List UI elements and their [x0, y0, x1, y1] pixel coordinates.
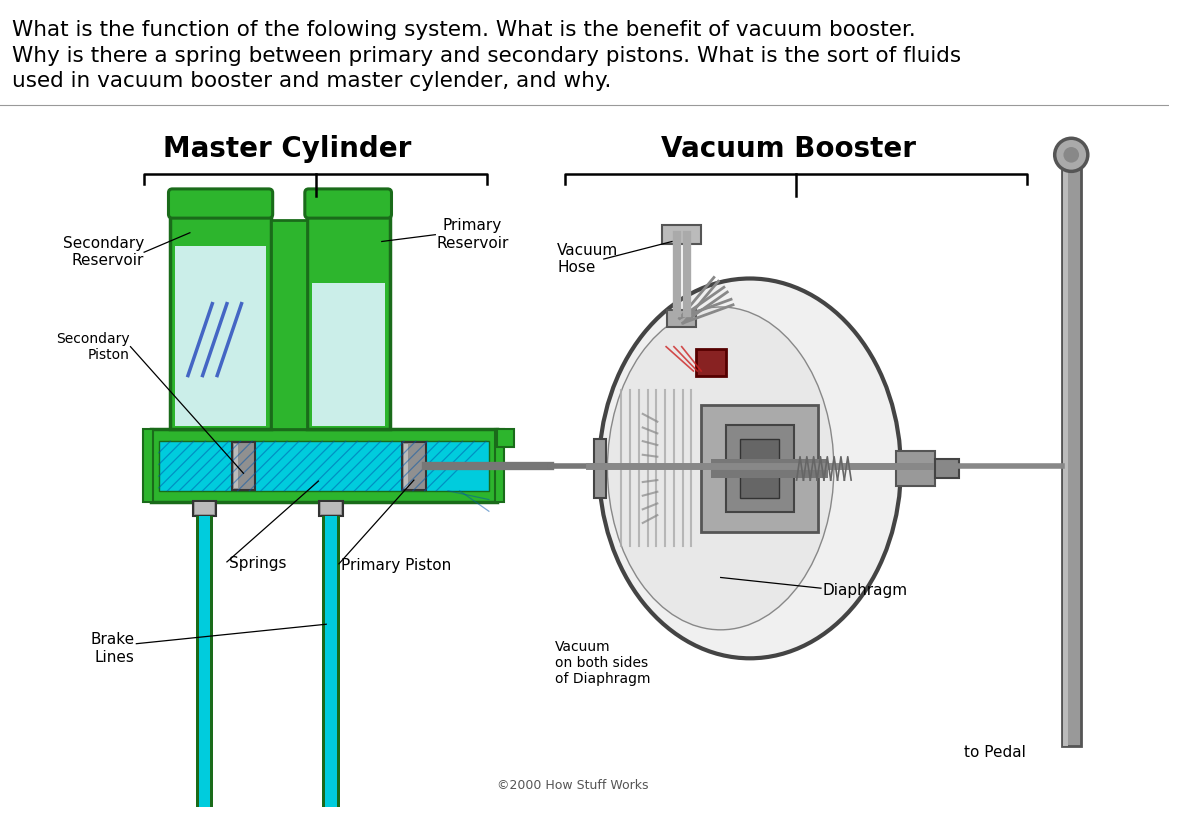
Text: used in vacuum booster and master cylender, and why.: used in vacuum booster and master cylend…	[12, 71, 611, 91]
Bar	[196, 516, 214, 809]
Text: Springs: Springs	[229, 556, 287, 571]
Bar	[199, 516, 210, 809]
Bar	[151, 429, 497, 502]
Ellipse shape	[599, 278, 901, 658]
Text: to Pedal: to Pedal	[964, 745, 1026, 760]
Bar	[158, 441, 488, 491]
Bar	[194, 502, 215, 515]
Text: Vacuum
on both sides
of Diaphragm: Vacuum on both sides of Diaphragm	[556, 640, 650, 686]
Ellipse shape	[607, 307, 834, 630]
Bar	[701, 405, 818, 532]
Bar	[594, 439, 606, 497]
Bar	[1062, 164, 1081, 746]
Bar	[322, 502, 341, 515]
Text: Secondary
Piston: Secondary Piston	[56, 331, 130, 362]
Bar	[402, 442, 426, 490]
Bar	[158, 441, 488, 491]
Text: Primary
Reservoir: Primary Reservoir	[437, 218, 509, 251]
Bar	[307, 210, 390, 429]
Bar	[319, 501, 343, 516]
Bar	[323, 516, 340, 809]
Bar	[935, 459, 959, 479]
Circle shape	[1063, 147, 1079, 163]
FancyBboxPatch shape	[168, 189, 272, 218]
Bar	[232, 442, 256, 490]
Bar	[497, 429, 514, 447]
Bar	[234, 444, 238, 488]
Text: Master Cylinder: Master Cylinder	[163, 135, 412, 164]
Bar	[896, 451, 935, 486]
Bar	[170, 210, 271, 429]
Bar	[494, 429, 504, 502]
Text: Why is there a spring between primary and secondary pistons. What is the sort of: Why is there a spring between primary an…	[12, 46, 961, 65]
Text: Primary Piston: Primary Piston	[341, 559, 451, 573]
FancyBboxPatch shape	[305, 189, 391, 218]
Bar	[271, 220, 307, 429]
Text: What is the function of the folowing system. What is the benefit of vacuum boost: What is the function of the folowing sys…	[12, 20, 916, 40]
Bar	[325, 516, 337, 809]
Text: Vacuum
Hose: Vacuum Hose	[557, 243, 618, 275]
Bar	[662, 225, 701, 245]
Text: Diaphragm: Diaphragm	[823, 582, 908, 598]
Text: Secondary
Reservoir: Secondary Reservoir	[62, 236, 144, 268]
Bar	[143, 429, 152, 502]
Bar	[1063, 164, 1068, 746]
Bar	[175, 246, 266, 425]
Circle shape	[1055, 138, 1088, 172]
Text: ©2000 How Stuff Works: ©2000 How Stuff Works	[497, 780, 648, 793]
Text: #ffffff: #ffffff	[497, 784, 500, 785]
Bar	[740, 439, 779, 497]
Bar	[710, 459, 828, 479]
Bar	[667, 310, 696, 327]
Bar	[726, 425, 793, 512]
Bar	[404, 444, 408, 488]
Text: Brake
Lines: Brake Lines	[90, 632, 134, 665]
Bar	[193, 501, 216, 516]
Bar	[312, 283, 385, 425]
Bar	[696, 348, 726, 376]
Text: Vacuum Booster: Vacuum Booster	[661, 135, 917, 164]
